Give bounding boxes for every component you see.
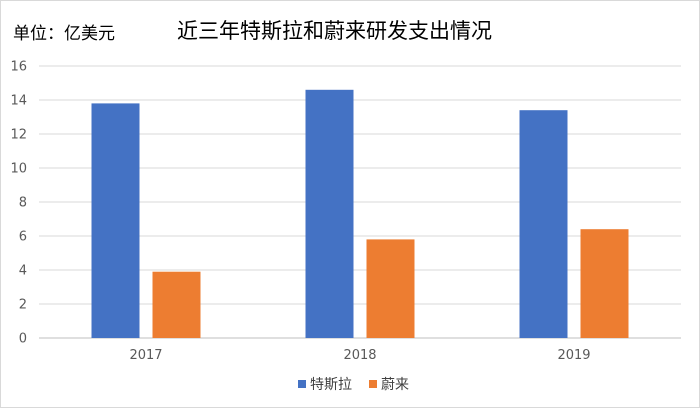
- legend-swatch: [298, 380, 306, 388]
- x-tick-label: 2018: [343, 348, 376, 363]
- bar-蔚来-2018: [366, 239, 415, 338]
- x-tick-label: 2017: [129, 348, 162, 363]
- bar-特斯拉-2018: [305, 89, 354, 338]
- y-tick-label: 12: [10, 128, 27, 143]
- bars: [91, 89, 629, 339]
- bar-蔚来-2019: [580, 229, 629, 338]
- legend: 特斯拉 蔚来: [298, 377, 409, 393]
- x-tick-label: 2019: [557, 348, 590, 363]
- y-tick-label: 2: [19, 298, 27, 313]
- bar-特斯拉-2017: [91, 103, 140, 339]
- legend-label: 蔚来: [381, 377, 409, 393]
- chart-title: 近三年特斯拉和蔚来研发支出情况: [177, 19, 492, 43]
- y-tick-label: 4: [19, 264, 27, 279]
- legend-label: 特斯拉: [310, 377, 352, 393]
- bar-特斯拉-2019: [519, 110, 568, 338]
- unit-label: 单位：亿美元: [13, 24, 115, 44]
- gridlines: [39, 65, 681, 339]
- y-axis-ticks: 0 2 4 6 8 10 12 14 16: [10, 60, 27, 347]
- y-tick-label: 14: [10, 94, 27, 109]
- y-tick-label: 0: [19, 332, 27, 347]
- bar-蔚来-2017: [152, 271, 201, 338]
- y-tick-label: 8: [19, 196, 27, 211]
- x-axis-ticks: 2017 2018 2019: [129, 348, 590, 363]
- y-tick-label: 16: [10, 60, 27, 75]
- y-tick-label: 10: [10, 162, 27, 177]
- legend-swatch: [369, 380, 377, 388]
- y-tick-label: 6: [19, 230, 27, 245]
